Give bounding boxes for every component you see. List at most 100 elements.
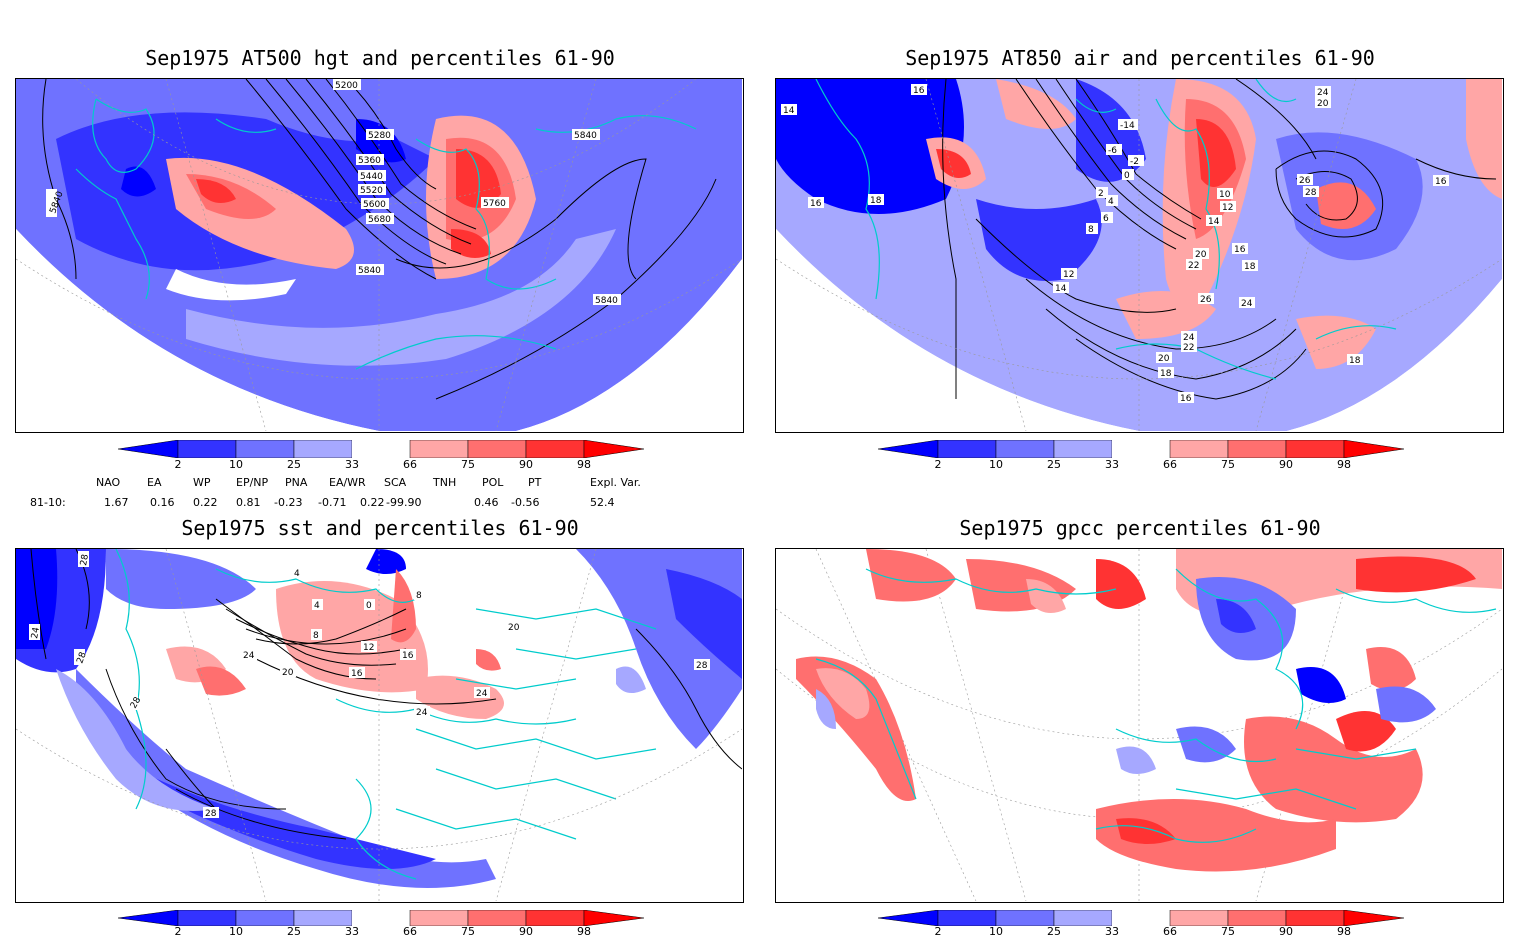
index-header-pol: POL [482,476,504,489]
svg-text:12: 12 [363,643,374,653]
svg-text:24: 24 [30,626,42,639]
svg-text:12: 12 [1063,270,1074,280]
index-header-epnp: EP/NP [236,476,269,489]
svg-text:14: 14 [783,106,795,116]
colorbar-bottom-left: 2 10 25 33 66 75 90 98 [117,909,645,940]
svg-text:28: 28 [696,661,708,671]
colorbar-label: 2 [934,458,942,471]
svg-text:5680: 5680 [368,215,391,225]
svg-text:5280: 5280 [368,131,391,141]
index-header-expl-var: Expl. Var. [590,476,641,489]
index-value-wp: 0.22 [193,496,218,509]
colorbar-label: 10 [989,925,1003,938]
svg-text:-6: -6 [1108,146,1117,156]
svg-text:28: 28 [75,651,88,665]
svg-text:16: 16 [402,651,414,661]
svg-text:20: 20 [1158,354,1170,364]
svg-text:28: 28 [79,553,91,566]
svg-text:-2: -2 [1130,157,1139,167]
index-value-eawr: -0.71 [318,496,347,509]
svg-text:28: 28 [205,809,217,819]
svg-text:16: 16 [351,669,363,679]
svg-text:14: 14 [1055,284,1067,294]
colorbar-label: 25 [287,925,301,938]
colorbar-label: 90 [519,458,533,471]
colorbar-label: 33 [345,458,359,471]
svg-text:20: 20 [282,668,294,678]
map-panel-air850: 14 16 18 16 -14 -6 -2 0 2 4 6 8 10 12 14… [775,78,1504,433]
svg-text:5360: 5360 [358,156,381,166]
index-header-sca: SCA [384,476,407,489]
svg-text:8: 8 [416,591,422,601]
index-header-pna: PNA [285,476,308,489]
svg-text:18: 18 [1244,262,1256,272]
svg-text:22: 22 [1188,261,1199,271]
map-panel-hgt500: 5200 5280 5360 5440 5520 5600 5680 5760 … [15,78,744,433]
colorbar-top-right: 2 10 25 33 66 75 90 98 [877,439,1405,471]
colorbar-label: 75 [461,925,475,938]
svg-text:5840: 5840 [574,131,597,141]
index-value-pt: -0.56 [511,496,540,509]
index-header-wp: WP [193,476,211,489]
colorbar-label: 90 [1279,925,1293,938]
svg-text:20: 20 [508,623,520,633]
colorbar-label: 10 [229,925,243,938]
index-value-expl-var: 52.4 [590,496,615,509]
colorbar-label: 90 [519,925,533,938]
colorbar-label: 98 [577,925,591,938]
svg-text:0: 0 [366,601,372,611]
colorbar-label: 98 [1337,458,1351,471]
colorbar-label: 66 [1163,458,1177,471]
svg-text:4: 4 [294,569,300,579]
contour-labels: 28 24 28 28 4 0 4 8 8 12 16 16 20 24 20 … [29,551,710,819]
svg-text:26: 26 [1200,295,1212,305]
index-value-nao: 1.67 [104,496,129,509]
svg-text:5600: 5600 [363,200,386,210]
svg-text:20: 20 [1195,250,1207,260]
svg-text:20: 20 [1317,99,1329,109]
contour-labels: 5200 5280 5360 5440 5520 5600 5680 5760 … [46,79,621,306]
svg-text:16: 16 [1180,394,1192,404]
svg-text:18: 18 [1349,356,1361,366]
colorbar-label: 98 [577,458,591,471]
index-header-pt: PT [528,476,542,489]
panel-title-sst: Sep1975 sst and percentiles 61-90 [181,516,579,540]
svg-text:5520: 5520 [360,186,383,196]
svg-text:5440: 5440 [360,172,383,182]
colorbar-label: 98 [1337,925,1351,938]
svg-text:24: 24 [476,689,488,699]
colorbar-label: 2 [934,925,942,938]
svg-text:24: 24 [1317,88,1329,98]
colorbar-label: 25 [1047,925,1061,938]
index-header-nao: NAO [96,476,121,489]
colorbar-label: 33 [1105,458,1119,471]
svg-text:-14: -14 [1120,121,1135,131]
svg-text:10: 10 [1219,190,1231,200]
svg-text:6: 6 [1103,214,1109,224]
svg-text:14: 14 [1208,217,1220,227]
svg-text:16: 16 [1234,245,1246,255]
colorbar-label: 10 [989,458,1003,471]
colorbar-label: 25 [1047,458,1061,471]
index-value-epnp: 0.81 [236,496,261,509]
svg-text:24: 24 [243,651,255,661]
svg-text:0: 0 [1124,171,1130,181]
index-value-pna: -0.23 [274,496,303,509]
svg-text:5840: 5840 [358,266,381,276]
index-value-sca: 0.22 [360,496,385,509]
panel-title-air850: Sep1975 AT850 air and percentiles 61-90 [905,46,1375,70]
svg-text:22: 22 [1183,343,1194,353]
svg-text:28: 28 [1305,188,1317,198]
svg-text:24: 24 [1183,333,1195,343]
colorbar-label: 90 [1279,458,1293,471]
svg-text:8: 8 [313,631,319,641]
svg-text:8: 8 [1088,225,1094,235]
colorbar-label: 66 [403,925,417,938]
index-value-pol: 0.46 [474,496,499,509]
index-header-tnh: TNH [433,476,457,489]
colorbar-label: 75 [461,458,475,471]
panel-title-hgt500: Sep1975 AT500 hgt and percentiles 61-90 [145,46,615,70]
colorbar-top-left: 2 10 25 33 66 75 90 98 [117,439,645,471]
contour-labels: 14 16 18 16 -14 -6 -2 0 2 4 6 8 10 12 14… [781,84,1449,404]
index-row-label: 81-10: [30,496,66,509]
